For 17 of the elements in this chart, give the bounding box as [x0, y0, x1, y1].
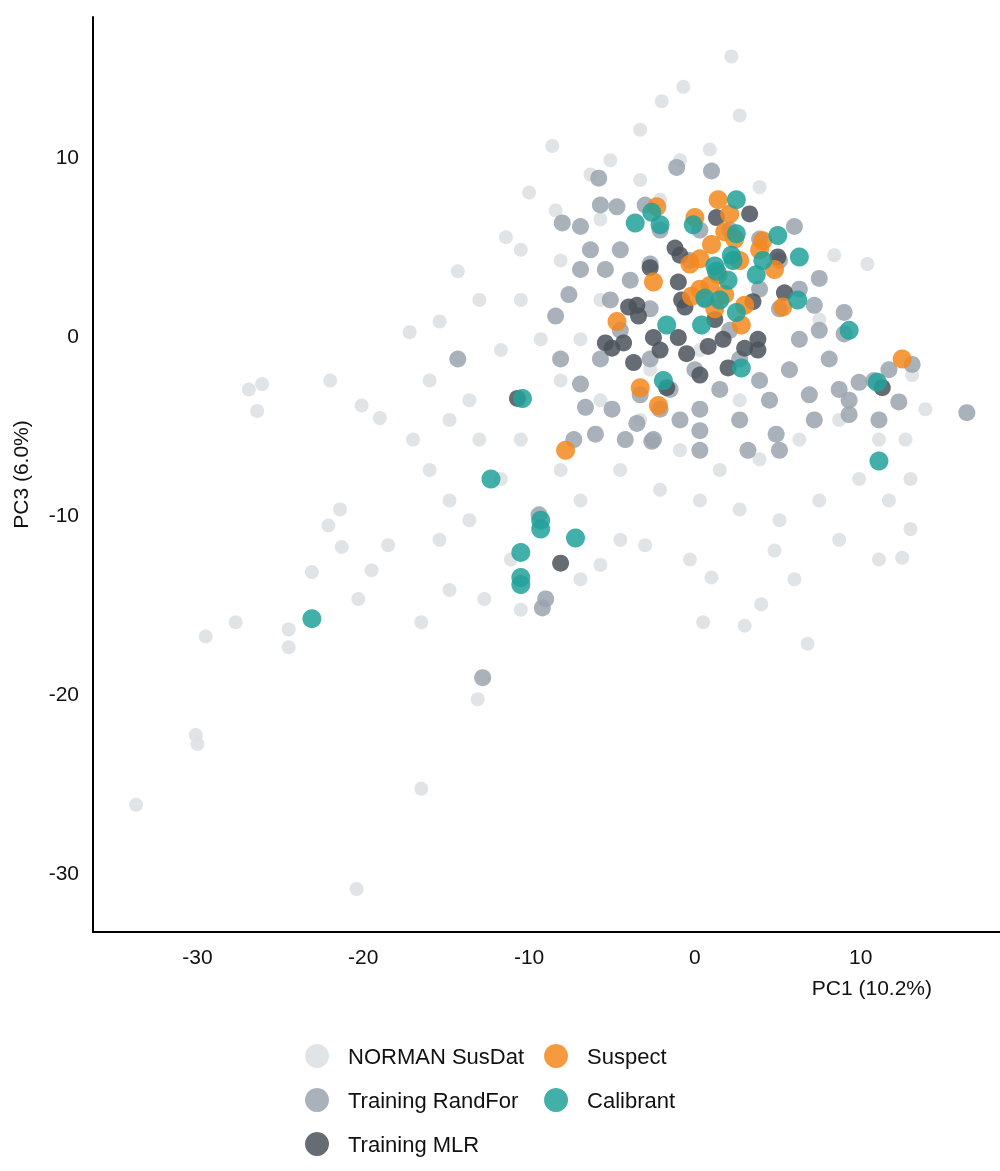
y-tick-label: -30	[48, 861, 79, 885]
y-tick-label: 10	[55, 145, 79, 169]
x-axis-title: PC1 (10.2%)	[811, 976, 932, 999]
legend-label: NORMAN SusDat	[348, 1043, 525, 1069]
y-axis-title: PC3 (6.0%)	[9, 420, 32, 529]
legend-label: Suspect	[587, 1043, 667, 1069]
x-tick-label: -10	[513, 945, 545, 968]
y-tick-label: 0	[67, 324, 79, 348]
y-tick-label: -10	[48, 503, 79, 527]
x-tick-label: -20	[348, 945, 379, 968]
legend-label: Calibrant	[587, 1087, 676, 1113]
y-tick-label: -20	[48, 682, 79, 706]
legend-label: Training MLR	[348, 1131, 480, 1157]
x-tick-label: 10	[849, 945, 873, 968]
x-tick-label: -30	[182, 945, 213, 968]
legend-label: Training RandFor	[348, 1087, 519, 1113]
x-tick-label: 0	[689, 945, 701, 968]
